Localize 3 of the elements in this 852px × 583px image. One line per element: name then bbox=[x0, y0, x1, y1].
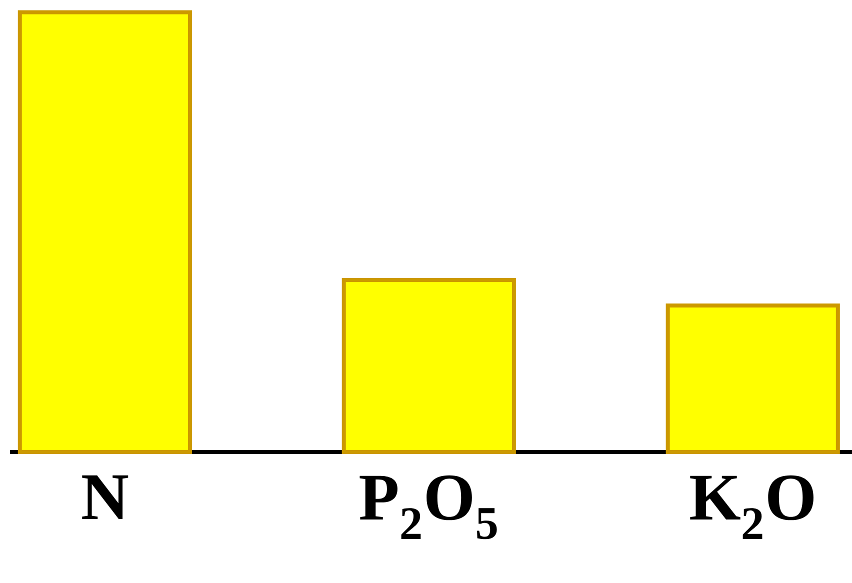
x-tick-label: K$_{2}$O bbox=[690, 475, 814, 539]
x-tick-label: P$_{2}$O$_{5}$ bbox=[360, 475, 497, 540]
x-tick-label: N bbox=[82, 475, 128, 520]
